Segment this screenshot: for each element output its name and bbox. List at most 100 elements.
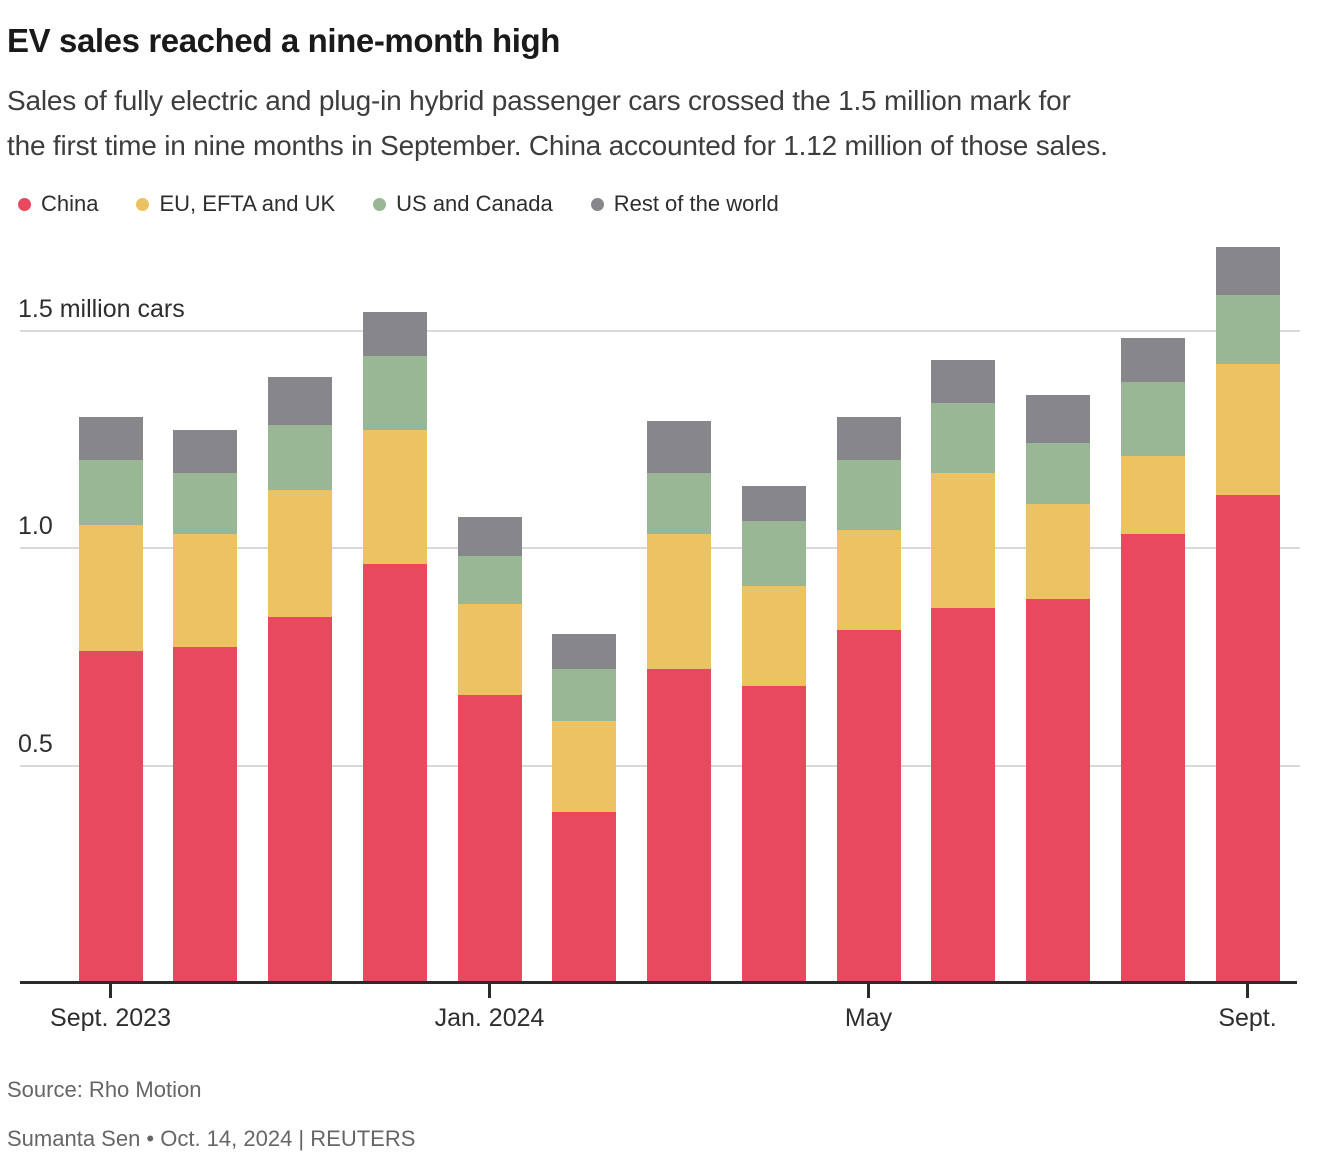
bar-segment-china — [79, 651, 143, 982]
bar-segment-rest-of-the-world — [742, 486, 806, 521]
legend-dot-china — [18, 197, 31, 211]
bar-jan-2024 — [458, 516, 522, 982]
bar-segment-rest-of-the-world — [647, 420, 711, 474]
bar-segment-china — [363, 564, 427, 982]
bar-segment-eu-efta-and-uk — [742, 586, 806, 687]
legend-item-rest-of-the-world: Rest of the world — [590, 191, 779, 217]
bar-segment-eu-efta-and-uk — [173, 533, 237, 648]
bar-segment-us-and-canada — [173, 473, 237, 534]
bar-segment-china — [173, 647, 237, 982]
x-axis-line — [20, 981, 1297, 984]
legend-label: EU, EFTA and UK — [159, 191, 336, 216]
bar-segment-us-and-canada — [1216, 294, 1280, 365]
bar-dec-2023 — [363, 312, 427, 982]
chart-title: EV sales reached a nine-month high — [7, 22, 561, 59]
bar-segment-china — [837, 629, 901, 982]
bar-segment-eu-efta-and-uk — [79, 525, 143, 652]
byline-text: Sumanta Sen • Oct. 14, 2024 | REUTERS — [7, 1126, 416, 1151]
bar-segment-china — [458, 694, 522, 982]
bar-segment-china — [1121, 533, 1185, 982]
bar-segment-eu-efta-and-uk — [363, 429, 427, 565]
bar-segment-us-and-canada — [742, 520, 806, 587]
chart-subtitle-line-1: Sales of fully electric and plug-in hybr… — [7, 85, 1071, 116]
bar-segment-us-and-canada — [458, 555, 522, 604]
bar-segment-china — [552, 812, 616, 982]
bar-segment-us-and-canada — [1026, 442, 1090, 504]
legend-label: US and Canada — [396, 191, 553, 216]
bar-nov-2023 — [268, 377, 332, 982]
bar-segment-china — [1026, 599, 1090, 982]
bar-segment-eu-efta-and-uk — [458, 603, 522, 695]
bar-segment-china — [268, 616, 332, 982]
bar-segment-china — [647, 668, 711, 982]
bar-segment-eu-efta-and-uk — [647, 533, 711, 669]
x-tick-label-0: Sept. 2023 — [50, 1004, 171, 1032]
x-tick-label-4: Jan. 2024 — [434, 1004, 545, 1032]
legend: China EU, EFTA and UK US and Canada Rest of… — [18, 190, 779, 218]
bar-may-2024 — [837, 416, 901, 982]
chart-subtitle: Sales of fully electric and plug-in hybr… — [7, 78, 1108, 168]
bar-aug-2024 — [1121, 338, 1185, 982]
legend-item-us-and-canada: US and Canada — [373, 191, 553, 217]
footer: Source: Rho Motion Sumanta Sen • Oct. 14… — [7, 1077, 415, 1152]
bar-apr-2024 — [742, 486, 806, 982]
bar-segment-eu-efta-and-uk — [837, 529, 901, 630]
bar-segment-rest-of-the-world — [1026, 394, 1090, 443]
x-tick-label-8: May — [844, 1004, 893, 1032]
bar-segment-rest-of-the-world — [458, 516, 522, 556]
bar-segment-us-and-canada — [268, 425, 332, 491]
bar-segment-eu-efta-and-uk — [1121, 455, 1185, 534]
legend-label: China — [41, 191, 99, 216]
y-axis-label-0.5: 0.5 — [18, 729, 59, 759]
bar-segment-rest-of-the-world — [363, 312, 427, 356]
bar-segment-china — [1216, 494, 1280, 982]
bar-sept-2024 — [1216, 246, 1280, 982]
bar-segment-us-and-canada — [1121, 381, 1185, 456]
bar-segment-us-and-canada — [79, 460, 143, 526]
bar-segment-rest-of-the-world — [552, 634, 616, 669]
y-axis-label-1.5: 1.5 million cars — [18, 294, 191, 324]
x-tick-label-12: Sept. — [1218, 1004, 1277, 1032]
bar-segment-rest-of-the-world — [837, 416, 901, 461]
bar-segment-us-and-canada — [837, 460, 901, 530]
bar-segment-rest-of-the-world — [1216, 246, 1280, 295]
x-tick-0 — [109, 984, 112, 998]
bar-segment-eu-efta-and-uk — [268, 490, 332, 617]
bar-segment-eu-efta-and-uk — [931, 473, 995, 608]
bar-segment-us-and-canada — [647, 473, 711, 534]
bar-segment-rest-of-the-world — [268, 377, 332, 426]
bar-segment-us-and-canada — [931, 403, 995, 474]
gridline-1.5 — [20, 330, 1300, 332]
legend-dot-eu-efta-and-uk — [136, 197, 150, 211]
legend-item-eu-efta-and-uk: EU, EFTA and UK — [136, 191, 335, 217]
y-axis-label-1: 1.0 — [18, 511, 59, 541]
bar-segment-us-and-canada — [363, 355, 427, 430]
legend-dot-rest-of-the-world — [590, 197, 604, 211]
bar-feb-2024 — [552, 634, 616, 982]
bar-segment-china — [931, 607, 995, 982]
bar-oct-2023 — [173, 429, 237, 982]
bar-segment-eu-efta-and-uk — [1216, 364, 1280, 495]
x-tick-12 — [1246, 984, 1249, 998]
bar-sept-2023 — [79, 416, 143, 982]
x-tick-4 — [488, 984, 491, 998]
bar-segment-china — [742, 686, 806, 982]
bar-segment-us-and-canada — [552, 668, 616, 722]
legend-item-china: China — [18, 191, 98, 217]
legend-label: Rest of the world — [613, 191, 779, 216]
bar-segment-rest-of-the-world — [1121, 338, 1185, 382]
chart-subtitle-line-2: the first time in nine months in Septemb… — [7, 130, 1108, 161]
bar-june-2024 — [931, 359, 995, 982]
bar-segment-rest-of-the-world — [931, 359, 995, 404]
bar-segment-eu-efta-and-uk — [1026, 503, 1090, 600]
x-tick-8 — [867, 984, 870, 998]
legend-dot-us-and-canada — [373, 197, 387, 211]
bar-mar-2024 — [647, 420, 711, 982]
bar-segment-rest-of-the-world — [173, 429, 237, 474]
bar-july-2024 — [1026, 394, 1090, 982]
bar-segment-eu-efta-and-uk — [552, 721, 616, 813]
source-text: Source: Rho Motion — [7, 1077, 202, 1102]
bar-segment-rest-of-the-world — [79, 416, 143, 461]
